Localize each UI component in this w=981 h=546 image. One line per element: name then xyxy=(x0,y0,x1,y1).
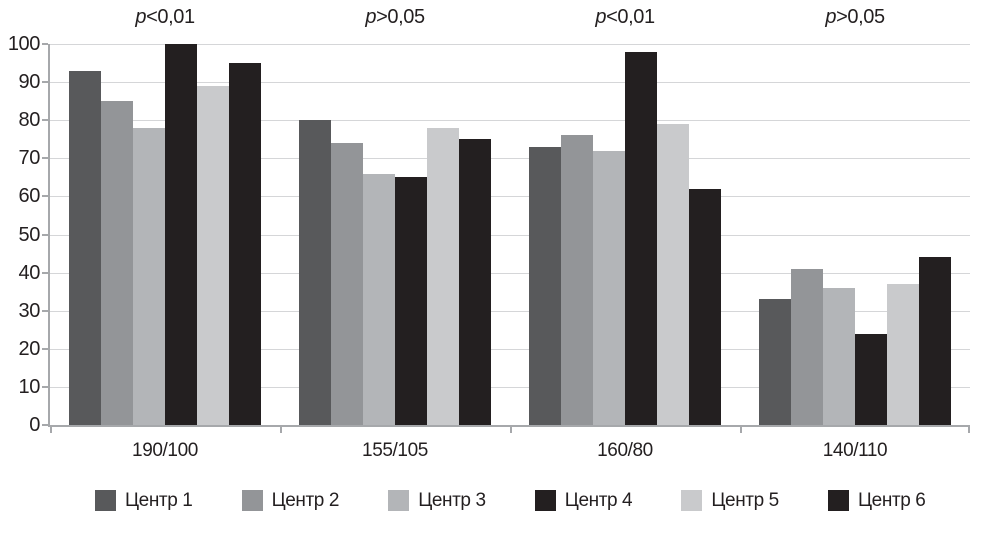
p-symbol: p xyxy=(365,6,377,28)
bar xyxy=(759,299,791,425)
x-axis-tick xyxy=(280,427,282,433)
x-axis-tick xyxy=(968,427,970,433)
y-axis-tick xyxy=(42,81,48,84)
legend-item: Центр 3 xyxy=(388,490,486,511)
y-axis-tick xyxy=(42,233,48,236)
y-axis-tick-label: 90 xyxy=(18,71,41,94)
y-axis-tick-label: 30 xyxy=(18,299,41,322)
gridline xyxy=(50,44,970,45)
legend-item: Центр 2 xyxy=(241,490,340,511)
legend-item: Центр 5 xyxy=(681,490,779,511)
p-value-text: <0,01 xyxy=(606,6,655,28)
legend-item: Центр 6 xyxy=(828,490,926,511)
bar xyxy=(855,333,887,425)
legend: Центр 1 Центр 2 Центр 3 Центр 4 Центр 5 Центр… xyxy=(0,490,981,514)
gridline xyxy=(50,120,970,122)
y-axis-tick xyxy=(42,43,48,45)
y-axis-tick-label: 40 xyxy=(18,261,41,284)
y-axis-tick-label: 20 xyxy=(18,337,41,360)
p-value-text: <0,01 xyxy=(146,6,195,28)
bar xyxy=(459,139,491,425)
legend-swatch xyxy=(388,490,410,511)
y-axis-tick-label: 0 xyxy=(29,414,40,436)
p-value-annotation: p<0,01 xyxy=(545,6,705,29)
bar xyxy=(197,85,229,425)
p-symbol: p xyxy=(825,6,837,28)
y-axis-tick-label: 100 xyxy=(7,33,41,55)
category-label: 155/105 xyxy=(362,440,428,461)
gridline xyxy=(50,158,970,160)
category-label: 140/110 xyxy=(822,440,888,461)
bar xyxy=(887,284,919,425)
y-axis-tick xyxy=(42,195,48,198)
y-axis-tick-label: 60 xyxy=(18,185,41,208)
gridline xyxy=(50,272,970,274)
gridline xyxy=(50,348,970,350)
gridline xyxy=(50,310,970,312)
y-axis-tick xyxy=(42,385,48,388)
x-axis-tick xyxy=(740,427,742,433)
bar xyxy=(133,127,165,425)
legend-label: Центр 2 xyxy=(271,490,340,511)
legend-label: Центр 4 xyxy=(564,490,633,511)
bar xyxy=(427,127,459,425)
y-axis-tick-label: 50 xyxy=(18,223,41,246)
bar xyxy=(165,44,197,425)
bar xyxy=(101,101,133,425)
bar xyxy=(529,146,561,425)
bar xyxy=(823,287,855,425)
legend-label: Центр 1 xyxy=(125,490,193,511)
y-axis-tick xyxy=(42,347,48,350)
y-axis-tick xyxy=(42,157,48,160)
y-axis-tick-label: 70 xyxy=(18,147,41,170)
p-symbol: p xyxy=(595,6,607,28)
y-axis-tick xyxy=(42,309,48,312)
legend-swatch xyxy=(534,490,556,511)
y-axis-tick xyxy=(42,119,48,122)
p-value-annotation: p<0,01 xyxy=(85,6,245,29)
p-value-text: >0,05 xyxy=(836,6,885,28)
bar xyxy=(689,188,721,425)
gridline xyxy=(50,234,970,236)
legend-label: Центр 5 xyxy=(711,490,779,511)
bar xyxy=(69,70,101,425)
bar xyxy=(593,150,625,425)
legend-swatch xyxy=(95,490,116,511)
legend-label: Центр 6 xyxy=(858,490,926,511)
p-value-annotation: p>0,05 xyxy=(775,6,935,29)
bar xyxy=(229,63,261,425)
gridline xyxy=(50,386,970,388)
x-axis-tick xyxy=(510,427,512,433)
legend-swatch xyxy=(241,490,263,511)
legend-label: Центр 3 xyxy=(418,490,486,511)
y-axis-tick xyxy=(42,271,48,274)
bar xyxy=(395,177,427,425)
x-axis-tick xyxy=(50,427,52,433)
bar xyxy=(625,51,657,425)
y-axis-tick xyxy=(42,424,48,426)
category-label: 160/80 xyxy=(597,440,653,461)
bar xyxy=(657,124,689,425)
y-axis-tick-label: 80 xyxy=(18,109,41,132)
y-axis-tick-label: 10 xyxy=(18,375,41,398)
bar xyxy=(363,173,395,425)
bar xyxy=(299,120,331,425)
bar xyxy=(919,257,951,425)
bar xyxy=(561,135,593,425)
plot-area xyxy=(42,43,970,433)
bar xyxy=(331,143,363,425)
y-axis-labels: 0 10 20 30 40 50 60 70 80 90 100 xyxy=(0,34,41,435)
category-label: 190/100 xyxy=(132,440,198,461)
p-value-annotation: p>0,05 xyxy=(315,6,475,29)
legend-item: Центр 4 xyxy=(534,490,633,511)
legend-swatch xyxy=(681,490,703,511)
p-value-text: >0,05 xyxy=(376,6,425,28)
gridline xyxy=(50,196,970,198)
bar xyxy=(791,268,823,425)
legend-item: Центр 1 xyxy=(95,490,193,511)
legend-swatch xyxy=(828,490,849,511)
p-symbol: p xyxy=(135,6,147,28)
gridline xyxy=(50,82,970,84)
